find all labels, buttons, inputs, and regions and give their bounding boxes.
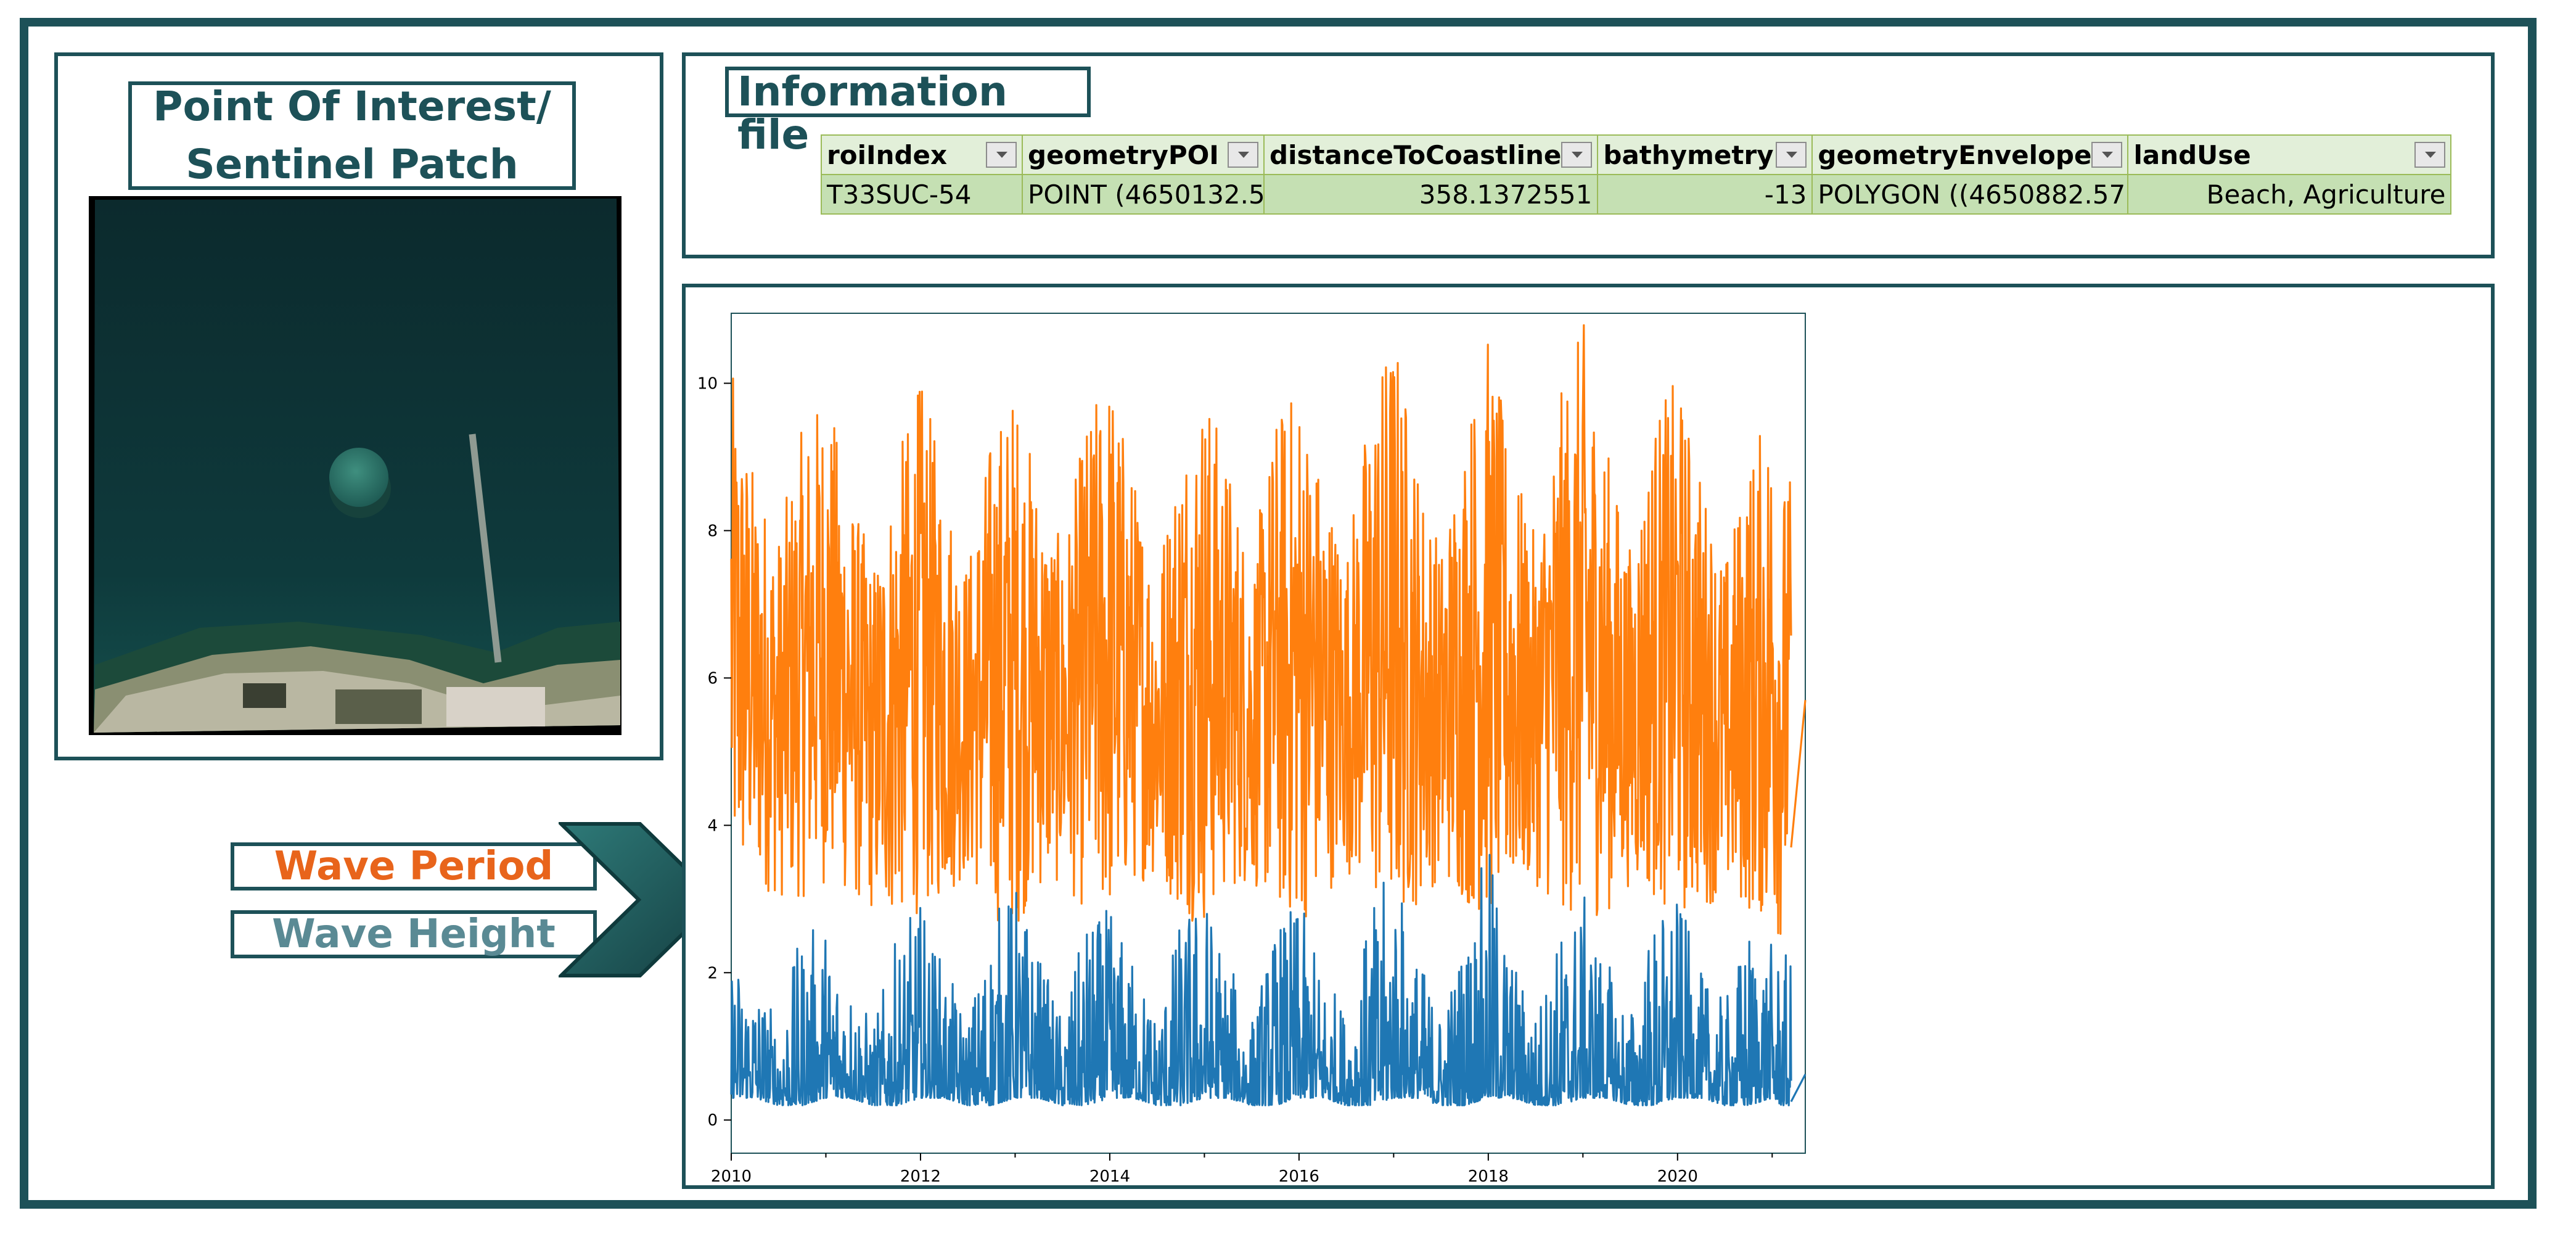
poi-title: Point Of Interest/ Sentinel Patch: [128, 81, 576, 190]
col-label-landuse: landUse: [2133, 139, 2251, 170]
chevron-right-icon: [559, 822, 721, 977]
col-header-distancetocoastline[interactable]: distanceToCoastline: [1263, 134, 1599, 175]
cell-geometryenvelope[interactable]: POLYGON ((4650882.57: [1811, 174, 2129, 215]
col-label-distancetocoastline: distanceToCoastline: [1270, 139, 1562, 170]
wave-period-label-text: Wave Period: [274, 844, 554, 889]
filter-dropdown-icon[interactable]: [986, 142, 1017, 168]
cell-distancetocoastline[interactable]: 358.1372551: [1263, 174, 1599, 215]
y-tick-label: 8: [707, 522, 718, 540]
wave-height-label: Wave Height: [231, 910, 597, 958]
x-tick-label: 2010: [711, 1167, 752, 1186]
col-label-bathymetry: bathymetry: [1603, 139, 1774, 170]
wave-height-tail-segment: [1790, 1074, 1807, 1103]
col-label-roiindex: roiIndex: [827, 139, 948, 170]
poi-title-line1: Point Of Interest/: [153, 83, 551, 130]
sentinel-patch-image: [89, 196, 621, 735]
col-label-geometrypoi: geometryPOI: [1028, 139, 1219, 170]
y-tick-label: 2: [707, 964, 718, 982]
col-header-bathymetry[interactable]: bathymetry: [1597, 134, 1813, 175]
x-tick-label: 2016: [1279, 1167, 1319, 1186]
outer-frame: [20, 18, 2537, 1209]
cell-bathymetry[interactable]: -13: [1597, 174, 1813, 215]
col-label-geometryenvelope: geometryEnvelope: [1818, 139, 2092, 170]
col-header-geometryenvelope[interactable]: geometryEnvelope: [1811, 134, 2129, 175]
wave-period-series-line: [730, 324, 1792, 935]
info-header-row: roiIndex geometryPOI distanceToCoastline…: [821, 134, 2452, 175]
wave-period-tail-segment: [1790, 700, 1807, 848]
wave-height-series-line: [730, 853, 1792, 1106]
info-title: Information file: [725, 67, 1091, 157]
y-tick-label: 0: [707, 1111, 718, 1130]
wave-timeseries-chart: 2010 2012 2014 2016 2018 2020 0 2 4 6 8 10: [697, 313, 1807, 1186]
col-header-landuse[interactable]: landUse: [2127, 134, 2452, 175]
poi-title-line2: Sentinel Patch: [186, 141, 519, 188]
cell-landuse[interactable]: Beach, Agriculture: [2127, 174, 2452, 215]
x-tick-label: 2012: [900, 1167, 941, 1186]
wave-height-label-text: Wave Height: [272, 911, 556, 957]
col-header-geometrypoi[interactable]: geometryPOI: [1022, 134, 1265, 175]
table-row: T33SUC-54 POINT (4650132.57 358.1372551 …: [821, 174, 2452, 215]
y-tick-label: 10: [697, 375, 718, 393]
filter-dropdown-icon[interactable]: [2091, 142, 2123, 168]
x-tick-label: 2014: [1089, 1167, 1130, 1186]
filter-dropdown-icon[interactable]: [1228, 142, 1258, 168]
y-tick-label: 4: [707, 816, 718, 835]
info-table: roiIndex geometryPOI distanceToCoastline…: [821, 134, 2452, 215]
cell-geometrypoi[interactable]: POINT (4650132.57: [1022, 174, 1265, 215]
x-tick-label: 2020: [1657, 1167, 1698, 1186]
col-header-roiindex[interactable]: roiIndex: [821, 134, 1023, 175]
filter-dropdown-icon[interactable]: [2414, 142, 2446, 168]
cell-roiindex[interactable]: T33SUC-54: [821, 174, 1023, 215]
filter-dropdown-icon[interactable]: [1561, 142, 1593, 168]
wave-period-label: Wave Period: [231, 842, 597, 890]
filter-dropdown-icon[interactable]: [1776, 142, 1807, 168]
y-tick-label: 6: [707, 669, 718, 688]
x-tick-label: 2018: [1468, 1167, 1509, 1186]
